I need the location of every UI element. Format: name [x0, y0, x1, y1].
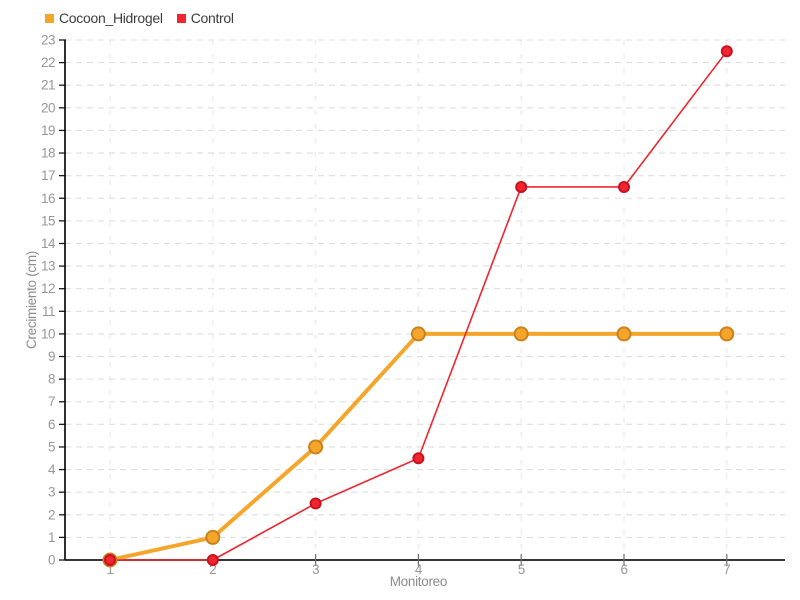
data-point-control-2[interactable]: [206, 554, 219, 566]
y-tick-label: 3: [48, 485, 55, 500]
y-tick-label: 22: [41, 55, 55, 70]
x-tick-label: 7: [723, 562, 730, 577]
y-tick-label: 20: [41, 100, 55, 115]
y-tick-label: 19: [41, 123, 55, 138]
y-tick-label: 21: [41, 78, 55, 93]
legend-swatch-cocoon-hidrogel-icon: [45, 14, 54, 23]
data-point-cocoon_hidrogel-7[interactable]: [719, 326, 735, 342]
y-tick-label: 23: [41, 33, 55, 48]
data-point-control-3[interactable]: [309, 497, 322, 510]
y-tick-label: 1: [48, 530, 55, 545]
y-tick-label: 12: [41, 281, 55, 296]
x-tick-label: 5: [518, 562, 525, 577]
data-point-control-1[interactable]: [104, 554, 116, 566]
data-point-cocoon_hidrogel-3[interactable]: [308, 439, 324, 455]
y-tick-label: 0: [48, 553, 55, 568]
data-point-cocoon_hidrogel-5[interactable]: [513, 326, 529, 342]
y-tick-label: 7: [48, 394, 55, 409]
y-tick-label: 18: [41, 146, 55, 161]
y-tick-label: 9: [48, 349, 55, 364]
chart-legend: Cocoon_Hidrogel Control: [45, 10, 234, 26]
x-tick-label: 2: [209, 562, 216, 577]
y-tick-label: 11: [42, 304, 55, 319]
data-point-control-6[interactable]: [618, 180, 630, 193]
legend-item-cocoon-hidrogel[interactable]: Cocoon_Hidrogel: [45, 10, 163, 26]
y-tick-label: 2: [48, 507, 55, 522]
y-tick-label: 4: [48, 462, 56, 477]
y-tick-label: 6: [48, 417, 55, 432]
y-axis-title: Crecimiento (cm): [24, 251, 39, 349]
data-point-control-5[interactable]: [515, 180, 528, 193]
data-point-cocoon_hidrogel-4[interactable]: [410, 326, 426, 342]
y-tick-label: 15: [41, 213, 55, 228]
legend-label-control: Control: [190, 10, 234, 26]
x-tick-label: 3: [312, 562, 319, 577]
y-tick-label: 17: [41, 168, 55, 183]
y-tick-label: 10: [41, 326, 55, 341]
y-tick-label: 5: [48, 439, 55, 454]
y-tick-label: 8: [48, 372, 55, 387]
data-point-control-7[interactable]: [720, 45, 733, 58]
legend-swatch-control-icon: [176, 14, 186, 23]
y-tick-label: 13: [41, 259, 55, 274]
x-tick-label: 4: [415, 562, 423, 577]
legend-label-cocoon-hidrogel: Cocoon_Hidrogel: [59, 10, 163, 26]
x-tick-label: 6: [620, 562, 627, 577]
x-axis-title: Monitoreo: [390, 574, 447, 589]
y-tick-label: 14: [41, 236, 56, 251]
x-tick-label: 1: [106, 562, 113, 577]
data-point-control-4[interactable]: [412, 452, 425, 465]
data-point-cocoon_hidrogel-2[interactable]: [205, 529, 221, 545]
legend-item-control[interactable]: Control: [176, 10, 234, 26]
y-tick-label: 16: [41, 191, 55, 206]
data-point-cocoon_hidrogel-6[interactable]: [616, 326, 632, 342]
